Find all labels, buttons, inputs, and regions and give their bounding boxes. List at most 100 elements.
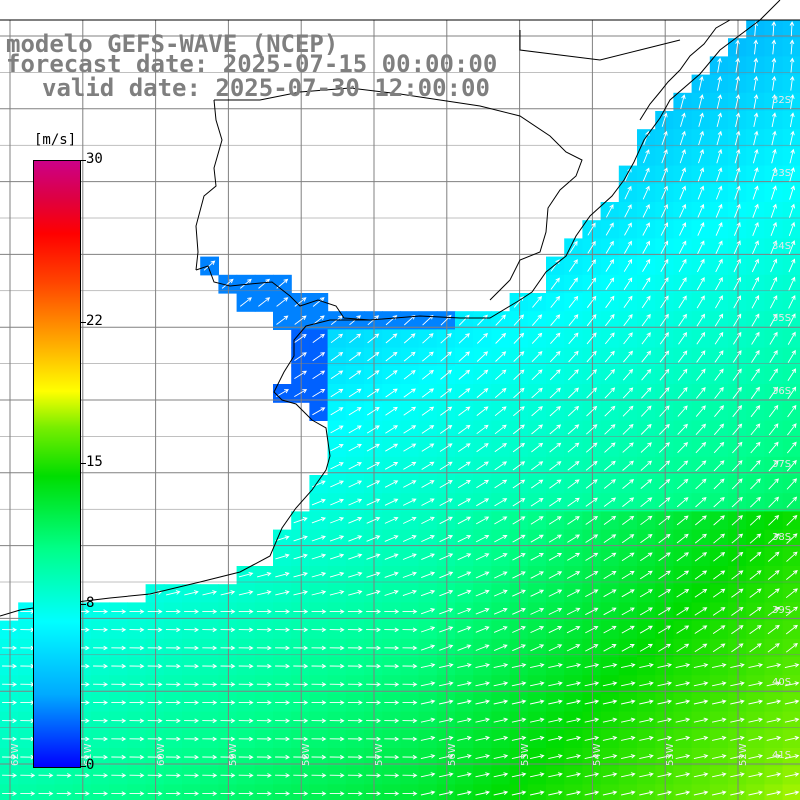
- wind-arrow: [697, 240, 705, 254]
- wind-arrow: [731, 625, 744, 635]
- wind-arrow: [549, 479, 562, 489]
- wind-arrow: [238, 754, 254, 760]
- wind-arrow: [366, 718, 382, 724]
- wind-arrow: [476, 461, 489, 471]
- wind-arrow: [749, 643, 762, 653]
- wind-arrow: [679, 203, 687, 218]
- wind-arrow: [530, 644, 545, 652]
- wind-arrow: [420, 790, 436, 796]
- wind-arrow: [603, 534, 617, 543]
- wind-arrow: [20, 791, 36, 796]
- wind-arrow: [512, 498, 526, 507]
- wind-arrow: [147, 663, 163, 669]
- title-model: modelo GEFS-WAVE (NCEP): [6, 30, 339, 58]
- wind-arrow: [420, 735, 436, 741]
- wind-speed-cell: [546, 784, 565, 800]
- wind-arrow: [676, 588, 690, 598]
- wind-arrow: [640, 534, 653, 544]
- wind-arrow: [586, 314, 597, 327]
- wind-arrow: [731, 515, 743, 526]
- wind-arrow: [549, 405, 561, 417]
- wind-arrow: [658, 552, 671, 562]
- wind-speed-cell: [327, 784, 347, 800]
- wind-arrow: [639, 663, 654, 669]
- wind-arrow: [530, 626, 545, 634]
- wind-arrow: [439, 699, 454, 705]
- wind-arrow: [788, 258, 796, 273]
- wind-speed-cell: [509, 784, 529, 800]
- longitude-label: 57W: [374, 743, 385, 766]
- wind-arrow: [403, 480, 417, 488]
- wind-arrow: [767, 570, 780, 580]
- wind-arrow: [661, 167, 668, 182]
- wind-arrow: [748, 772, 764, 778]
- wind-arrow: [347, 718, 363, 724]
- wind-arrow: [530, 589, 545, 597]
- wind-arrow: [766, 735, 782, 741]
- wind-arrow: [294, 352, 307, 361]
- wind-arrow: [330, 407, 344, 416]
- wind-arrow: [457, 498, 472, 507]
- wind-arrow: [713, 552, 726, 562]
- wind-arrow: [256, 682, 272, 687]
- wind-arrow: [695, 423, 707, 436]
- wind-arrow: [275, 609, 291, 614]
- wind-arrow: [604, 369, 616, 381]
- wind-arrow: [276, 297, 289, 307]
- wind-arrow: [658, 589, 671, 598]
- wind-arrow: [785, 643, 798, 653]
- wind-arrow: [550, 295, 561, 308]
- wind-arrow: [422, 351, 434, 362]
- wind-arrow: [642, 185, 650, 200]
- wind-arrow: [621, 790, 636, 796]
- wind-arrow: [2, 773, 18, 778]
- wind-arrow: [348, 425, 362, 434]
- wind-arrow: [495, 351, 507, 362]
- wind-arrow: [457, 461, 471, 471]
- wind-arrow: [624, 185, 632, 200]
- wind-arrow: [749, 551, 762, 562]
- wind-arrow: [712, 681, 727, 687]
- wind-arrow: [731, 496, 743, 508]
- wind-arrow: [311, 609, 327, 614]
- wind-arrow: [111, 773, 127, 778]
- wind-arrow: [698, 112, 704, 127]
- wind-arrow: [513, 369, 525, 381]
- wind-arrow: [678, 313, 687, 327]
- wind-arrow: [111, 718, 127, 724]
- wind-arrow: [421, 516, 435, 525]
- wind-arrow: [220, 590, 236, 596]
- wind-arrow: [771, 57, 777, 73]
- wind-arrow: [603, 571, 617, 580]
- wind-arrow: [735, 57, 740, 73]
- wind-arrow: [439, 498, 453, 506]
- wind-arrow: [184, 791, 200, 796]
- wind-arrow: [567, 387, 579, 399]
- wind-arrow: [420, 589, 436, 597]
- wind-arrow: [712, 699, 727, 705]
- wind-arrow: [767, 551, 780, 562]
- wind-arrow: [602, 754, 618, 760]
- wind-arrow: [493, 589, 508, 597]
- wind-arrow: [604, 460, 616, 471]
- wind-arrow: [384, 645, 400, 651]
- wind-arrow: [675, 772, 691, 778]
- wind-arrow: [712, 607, 726, 616]
- wind-arrow: [347, 791, 363, 796]
- latitude-label: 39S: [772, 604, 792, 616]
- wind-arrow: [384, 571, 399, 578]
- wind-arrow: [513, 351, 525, 362]
- wind-arrow: [568, 259, 578, 272]
- wind-arrow: [605, 313, 615, 327]
- wind-arrow: [771, 75, 777, 91]
- wind-arrow: [752, 203, 759, 218]
- wind-arrow: [494, 553, 508, 561]
- wind-arrow: [789, 39, 795, 55]
- wind-arrow: [769, 313, 778, 327]
- wind-arrow: [697, 185, 705, 200]
- wind-arrow: [238, 645, 254, 651]
- wind-arrow: [585, 552, 599, 561]
- wind-arrow: [568, 350, 579, 363]
